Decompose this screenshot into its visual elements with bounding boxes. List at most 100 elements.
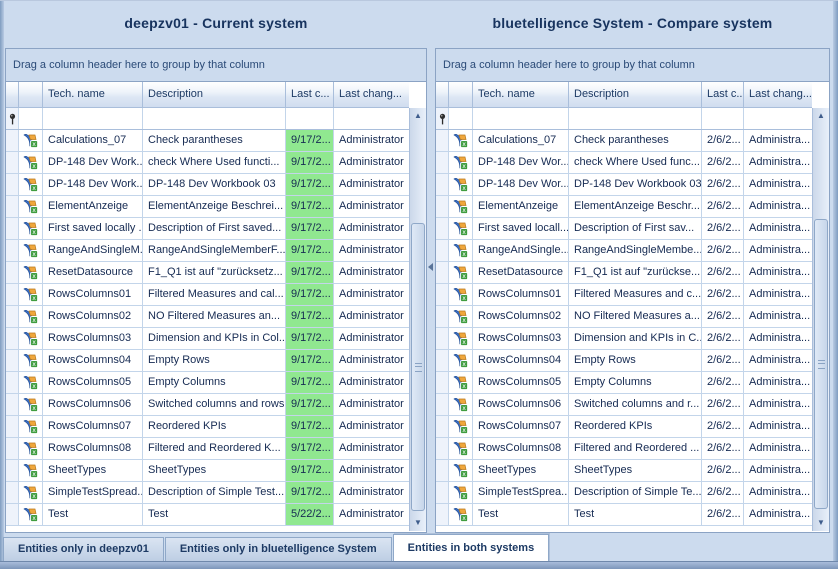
column-header-description[interactable]: Description [143,82,286,108]
description-cell[interactable]: Description of Simple Test... [143,482,286,504]
table-row[interactable]: x Calculations_07 Check parantheses 9/17/2… [6,130,426,152]
table-row[interactable]: x ElementAnzeige ElementAnzeige Beschr...… [436,196,829,218]
column-header-description[interactable]: Description [569,82,702,108]
description-cell[interactable]: Filtered and Reordered ... [569,438,702,460]
table-row[interactable]: x First saved locally ... Description of … [6,218,426,240]
last-changed-by-cell[interactable]: Administrator [334,350,409,372]
description-cell[interactable]: Description of First sav... [569,218,702,240]
tech-name-cell[interactable]: RowsColumns05 [473,372,569,394]
tech-name-cell[interactable]: RowsColumns08 [43,438,143,460]
last-changed-on-cell[interactable]: 9/17/2... [286,306,334,328]
table-row[interactable]: x RowsColumns02 NO Filtered Measures a...… [436,306,829,328]
description-cell[interactable]: Description of First saved... [143,218,286,240]
tech-name-cell[interactable]: RowsColumns04 [43,350,143,372]
description-cell[interactable]: Filtered Measures and cal... [143,284,286,306]
last-changed-by-cell[interactable]: Administra... [744,218,812,240]
description-cell[interactable]: Empty Rows [143,350,286,372]
column-header-last-changed-by[interactable]: Last chang... [744,82,812,108]
last-changed-on-cell[interactable]: 9/17/2... [286,130,334,152]
tech-name-cell[interactable]: RangeAndSingle... [473,240,569,262]
last-changed-on-cell[interactable]: 9/17/2... [286,460,334,482]
last-changed-on-cell[interactable]: 2/6/2... [702,152,744,174]
last-changed-on-cell[interactable]: 2/6/2... [702,196,744,218]
scrollbar-thumb[interactable] [814,219,828,509]
description-cell[interactable]: DP-148 Dev Workbook 03 [143,174,286,196]
tech-name-cell[interactable]: First saved locall... [473,218,569,240]
filter-cell[interactable] [569,108,702,129]
last-changed-by-cell[interactable]: Administrator [334,328,409,350]
description-cell[interactable]: Filtered and Reordered K... [143,438,286,460]
last-changed-on-cell[interactable]: 2/6/2... [702,174,744,196]
description-cell[interactable]: Switched columns and r... [569,394,702,416]
last-changed-by-cell[interactable]: Administra... [744,438,812,460]
description-cell[interactable]: Empty Columns [569,372,702,394]
table-row[interactable]: x RowsColumns02 NO Filtered Measures an..… [6,306,426,328]
description-cell[interactable]: check Where Used func... [569,152,702,174]
last-changed-by-cell[interactable]: Administrator [334,306,409,328]
tech-name-cell[interactable]: RowsColumns05 [43,372,143,394]
group-by-panel[interactable]: Drag a column header here to group by th… [6,49,426,82]
tech-name-cell[interactable]: SheetTypes [473,460,569,482]
tab-entities-in-both-systems[interactable]: Entities in both systems [392,534,550,562]
scroll-up-button[interactable]: ▲ [414,111,422,120]
tech-name-cell[interactable]: ElementAnzeige [473,196,569,218]
last-changed-on-cell[interactable]: 9/17/2... [286,416,334,438]
description-cell[interactable]: RangeAndSingleMemberF... [143,240,286,262]
tech-name-cell[interactable]: Test [473,504,569,526]
tech-name-cell[interactable]: RowsColumns07 [473,416,569,438]
table-row[interactable]: x DP-148 Dev Wor... check Where Used func… [436,152,829,174]
last-changed-by-cell[interactable]: Administra... [744,460,812,482]
tab-entities-only-in-compare[interactable]: Entities only in bluetelligence System [164,537,392,562]
filter-cell[interactable] [286,108,334,129]
last-changed-on-cell[interactable]: 2/6/2... [702,130,744,152]
last-changed-by-cell[interactable]: Administra... [744,262,812,284]
table-row[interactable]: x SimpleTestSprea... Description of Simpl… [436,482,829,504]
last-changed-by-cell[interactable]: Administrator [334,482,409,504]
last-changed-by-cell[interactable]: Administra... [744,284,812,306]
column-header-last-changed-by[interactable]: Last chang... [334,82,409,108]
description-cell[interactable]: Dimension and KPIs in Col... [143,328,286,350]
description-cell[interactable]: F1_Q1 ist auf "zurücksetz... [143,262,286,284]
last-changed-on-cell[interactable]: 5/22/2... [286,504,334,526]
description-cell[interactable]: Check parantheses [143,130,286,152]
last-changed-on-cell[interactable]: 9/17/2... [286,328,334,350]
description-cell[interactable]: Empty Columns [143,372,286,394]
tech-name-cell[interactable]: ResetDatasource [473,262,569,284]
vertical-scrollbar[interactable]: ▲ ▼ [409,108,426,531]
column-header-last-changed-on[interactable]: Last c... [702,82,744,108]
last-changed-by-cell[interactable]: Administra... [744,482,812,504]
table-row[interactable]: x ResetDatasource F1_Q1 ist auf "zurückse… [436,262,829,284]
last-changed-by-cell[interactable]: Administra... [744,372,812,394]
last-changed-by-cell[interactable]: Administra... [744,174,812,196]
tab-entities-only-in-current[interactable]: Entities only in deepzv01 [3,537,164,562]
table-row[interactable]: x RowsColumns06 Switched columns and r...… [436,394,829,416]
last-changed-on-cell[interactable]: 2/6/2... [702,284,744,306]
description-cell[interactable]: Test [143,504,286,526]
last-changed-by-cell[interactable]: Administrator [334,130,409,152]
tech-name-cell[interactable]: SimpleTestSprea... [473,482,569,504]
table-row[interactable]: x RowsColumns05 Empty Columns 9/17/2... Adm… [6,372,426,394]
filter-cell[interactable] [334,108,409,129]
last-changed-by-cell[interactable]: Administra... [744,350,812,372]
panel-splitter[interactable] [427,48,435,533]
tech-name-cell[interactable]: SheetTypes [43,460,143,482]
tech-name-cell[interactable]: DP-148 Dev Work... [43,174,143,196]
tech-name-cell[interactable]: RowsColumns01 [43,284,143,306]
vertical-scrollbar[interactable]: ▲ ▼ [812,108,829,531]
tech-name-cell[interactable]: Calculations_07 [473,130,569,152]
table-row[interactable]: x SheetTypes SheetTypes 2/6/2... Administra… [436,460,829,482]
tech-name-cell[interactable]: Test [43,504,143,526]
last-changed-on-cell[interactable]: 9/17/2... [286,438,334,460]
last-changed-on-cell[interactable]: 2/6/2... [702,416,744,438]
last-changed-by-cell[interactable]: Administrator [334,152,409,174]
tech-name-cell[interactable]: First saved locally ... [43,218,143,240]
tech-name-cell[interactable]: RowsColumns04 [473,350,569,372]
description-cell[interactable]: NO Filtered Measures an... [143,306,286,328]
tech-name-cell[interactable]: RowsColumns06 [43,394,143,416]
last-changed-on-cell[interactable]: 2/6/2... [702,394,744,416]
auto-filter-row[interactable] [6,108,426,130]
description-cell[interactable]: check Where Used functi... [143,152,286,174]
group-by-panel[interactable]: Drag a column header here to group by th… [436,49,829,82]
scroll-down-button[interactable]: ▼ [817,518,825,527]
table-row[interactable]: x Test Test 2/6/2... Administra... [436,504,829,526]
